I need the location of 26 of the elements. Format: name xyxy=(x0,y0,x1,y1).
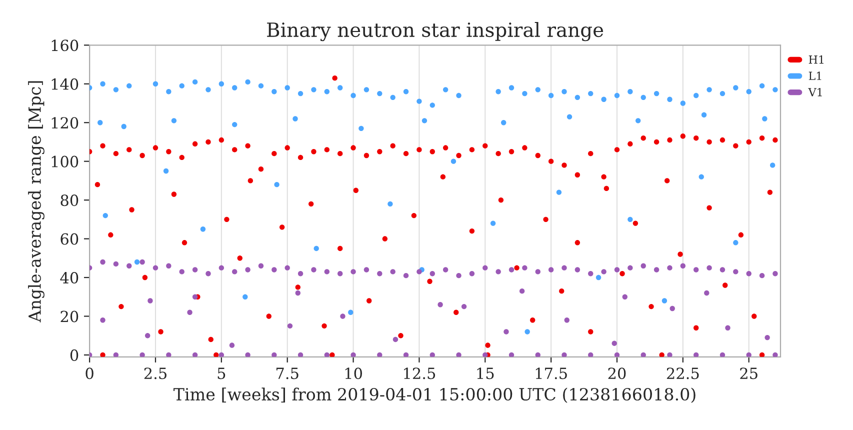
y-tick-label: 160 xyxy=(52,40,78,52)
x-tick-label: 20 xyxy=(608,368,626,380)
x-tick-label: 5 xyxy=(218,368,226,380)
y-tick-label: 120 xyxy=(52,117,78,129)
x-tick-label: 7.5 xyxy=(276,368,298,380)
y-tick-label: 80 xyxy=(60,194,78,206)
chart-title: Binary neutron star inspiral range xyxy=(267,22,604,42)
legend-label: L1 xyxy=(808,72,822,80)
y-tick-label: 0 xyxy=(70,349,78,361)
x-tick-label: 2.5 xyxy=(144,368,166,380)
x-axis-title: Time [weeks] from 2019-04-01 15:00:00 UTC (1238166018.0) xyxy=(174,388,696,403)
x-tick-label: 15 xyxy=(477,368,494,380)
x-tick-label: 10 xyxy=(345,368,362,380)
x-tick-label: 0 xyxy=(86,368,94,380)
x-tick-label: 22.5 xyxy=(666,368,699,380)
legend-label: H1 xyxy=(808,55,824,64)
y-tick-label: 140 xyxy=(52,78,78,90)
legend-label: V1 xyxy=(808,88,822,96)
y-tick-label: 60 xyxy=(60,233,78,245)
y-tick-label: 20 xyxy=(60,310,78,322)
x-tick-label: 12.5 xyxy=(404,368,436,380)
x-tick-label: 25 xyxy=(740,368,758,380)
y-tick-label: 40 xyxy=(60,272,78,284)
y-tick-label: 100 xyxy=(52,156,78,168)
x-tick-label: 17.5 xyxy=(536,368,567,380)
y-axis-title: Angle-averaged range [Mpc] xyxy=(28,81,44,322)
